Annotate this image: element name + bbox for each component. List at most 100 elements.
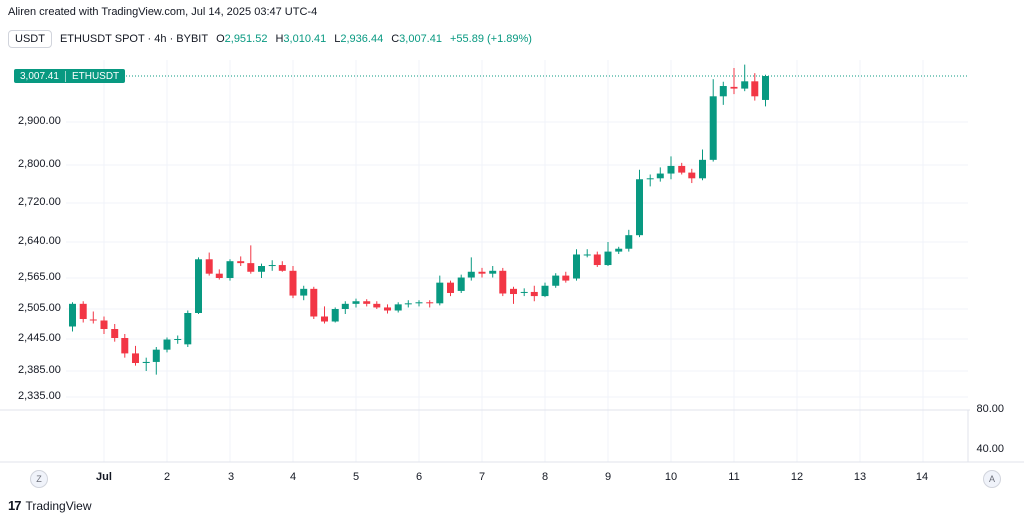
candle-body (730, 86, 738, 89)
candle-up (489, 266, 497, 278)
price-tick-label: 2,565.00 (18, 271, 61, 283)
last-price-tag: 3,007.41 ETHUSDT (14, 69, 126, 83)
candle-up (762, 74, 769, 107)
last-price-symbol: ETHUSDT (64, 70, 125, 82)
candle-body (646, 178, 654, 180)
candle-body (331, 309, 339, 322)
candle-up (625, 229, 633, 252)
candle-up (226, 259, 234, 281)
candle-body (373, 303, 381, 308)
time-tick-label: 8 (541, 471, 549, 483)
candle-body (404, 303, 412, 305)
tradingview-logo[interactable]: 17 TradingView (8, 498, 92, 513)
candle-body (121, 338, 129, 354)
candle-up (583, 249, 591, 258)
candle-down (499, 267, 507, 297)
candle-up (69, 302, 76, 332)
chart-grid (66, 60, 968, 462)
candle-body (562, 275, 570, 281)
time-tick-label: Jul (96, 471, 112, 483)
candle-down (215, 269, 223, 280)
candle-up (656, 167, 664, 182)
candle-down (321, 306, 328, 324)
candle-body (111, 329, 119, 338)
price-tick-label: 2,640.00 (18, 235, 61, 247)
candle-body (205, 259, 213, 274)
candle-down (373, 301, 381, 309)
quote-currency-pill[interactable]: USDT (8, 30, 52, 48)
symbol-title[interactable]: ETHUSDT SPOT · 4h · BYBIT (59, 33, 209, 45)
candle-body (709, 96, 717, 160)
ohlc-low: L2,936.44 (334, 33, 384, 45)
candle-body (615, 248, 623, 252)
price-tick-label: 2,720.00 (18, 196, 61, 208)
candle-down (363, 299, 371, 307)
candle-up (541, 282, 549, 298)
candle-body (142, 361, 150, 363)
candle-up (741, 64, 749, 92)
candle-body (384, 307, 391, 311)
candle-down (688, 168, 696, 184)
candle-down (593, 251, 601, 267)
time-tick-label: 6 (415, 471, 423, 483)
candle-down (100, 316, 108, 334)
candle-body (510, 288, 517, 295)
candle-down (751, 73, 759, 101)
candle-body (341, 303, 349, 309)
candle-up (699, 149, 706, 181)
time-tick-label: 2 (163, 471, 171, 483)
time-tick-label: 7 (478, 471, 486, 483)
candle-body (699, 159, 706, 179)
candle-down (89, 311, 97, 324)
candle-up (268, 260, 276, 271)
candle-body (667, 165, 675, 174)
candle-up (352, 298, 360, 308)
candle-down (247, 245, 255, 274)
tradingview-logo-icon: 17 (8, 498, 22, 513)
candle-body (300, 288, 308, 296)
candle-body (457, 277, 465, 291)
candle-up (142, 357, 150, 371)
candle-body (69, 303, 76, 327)
time-tick-label: 5 (352, 471, 360, 483)
candle-body (741, 81, 749, 89)
candle-body (478, 271, 486, 274)
auto-scale-button[interactable]: A (983, 470, 1001, 488)
candles (69, 64, 769, 375)
candle-body (552, 275, 560, 286)
candle-up (573, 249, 580, 281)
indicator-tick-label: 80.00 (976, 403, 1004, 415)
candle-up (467, 257, 475, 281)
candle-up (709, 79, 717, 162)
time-tick-label: 3 (227, 471, 235, 483)
candle-down (510, 286, 517, 304)
candle-body (499, 270, 507, 294)
candle-down (289, 266, 297, 299)
candle-body (573, 254, 580, 279)
candle-up (636, 169, 643, 238)
time-tick-label: 11 (728, 471, 740, 483)
candle-body (163, 339, 171, 350)
candle-body (268, 265, 276, 267)
time-tick-label: 12 (790, 471, 804, 483)
candle-down (111, 324, 119, 342)
candle-body (321, 316, 328, 322)
candle-down (278, 261, 286, 272)
candle-body (520, 291, 528, 293)
time-tick-label: 10 (664, 471, 678, 483)
candle-up (184, 310, 192, 347)
candle-body (195, 259, 202, 313)
candle-body (593, 254, 601, 266)
candle-up (646, 174, 654, 187)
candle-body (436, 282, 444, 304)
candle-down (79, 301, 87, 323)
candle-down (384, 304, 391, 314)
brand-name: TradingView (25, 498, 92, 513)
candle-down (447, 280, 454, 297)
price-tick-label: 2,335.00 (18, 390, 61, 402)
candle-up (341, 301, 349, 314)
zoom-reset-button[interactable]: Z (30, 470, 48, 488)
candle-body (467, 271, 475, 278)
price-tick-label: 2,900.00 (18, 115, 61, 127)
